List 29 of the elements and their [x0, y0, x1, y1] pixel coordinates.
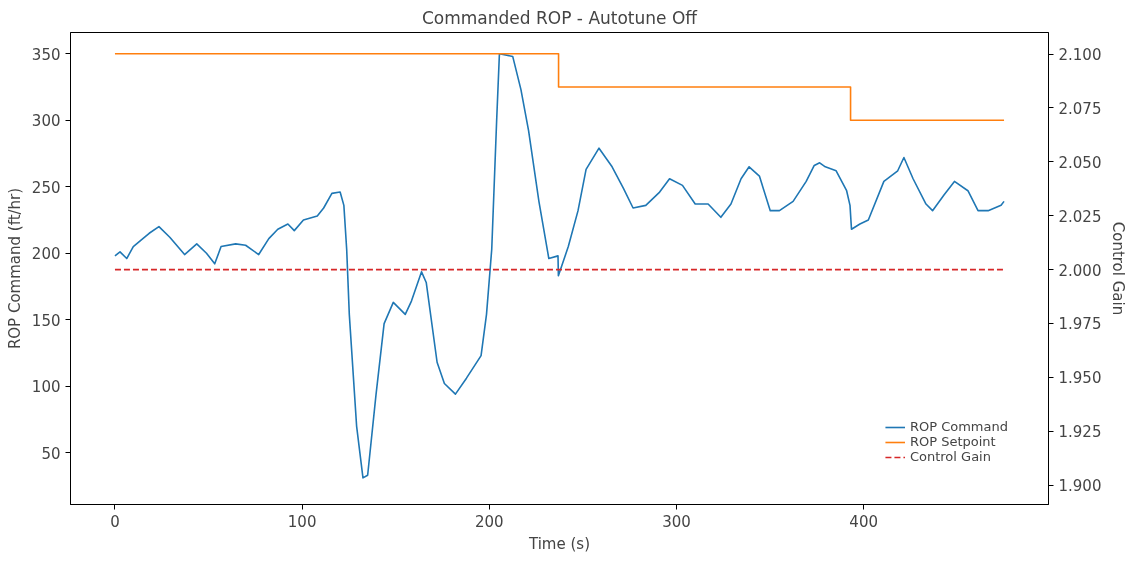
y-tick-label: 300: [31, 112, 61, 131]
legend-label: ROP Command: [909, 419, 1008, 434]
x-tick-label: 400: [849, 512, 878, 531]
y2-tick-label: 1.950: [1058, 369, 1102, 388]
y-tick-label: 350: [31, 45, 61, 64]
y-tick-label: 100: [31, 378, 61, 397]
x-tick-label: 300: [662, 512, 691, 531]
y-tick-label: 50: [41, 444, 61, 463]
x-tick-label: 0: [110, 512, 120, 531]
y2-tick-label: 1.975: [1058, 315, 1102, 334]
y2-tick-label: 2.025: [1058, 207, 1102, 226]
y2-tick-label: 2.050: [1058, 153, 1102, 172]
y-tick-label: 150: [31, 311, 61, 330]
y-axis-title: ROP Command (ft/hr): [5, 187, 24, 350]
y2-axis-title: Control Gain: [1109, 221, 1128, 316]
y-tick-label: 250: [31, 178, 61, 197]
x-tick-label: 200: [474, 512, 504, 531]
y-tick-label: 200: [31, 245, 61, 264]
legend-label: Control Gain: [909, 449, 991, 464]
line-series: [114, 52, 1005, 479]
legend-label: ROP Setpoint: [909, 434, 996, 449]
y2-tick-label: 1.900: [1058, 477, 1102, 496]
y2-tick-label: 2.000: [1058, 261, 1102, 280]
y2-tick-label: 2.100: [1058, 46, 1102, 65]
x-tick-label: 100: [287, 512, 317, 531]
y2-tick-label: 2.075: [1058, 99, 1102, 118]
y2-tick-label: 1.925: [1058, 423, 1102, 442]
chart-title: Commanded ROP - Autotune Off: [421, 7, 699, 28]
x-axis-title: Time (s): [528, 534, 590, 553]
